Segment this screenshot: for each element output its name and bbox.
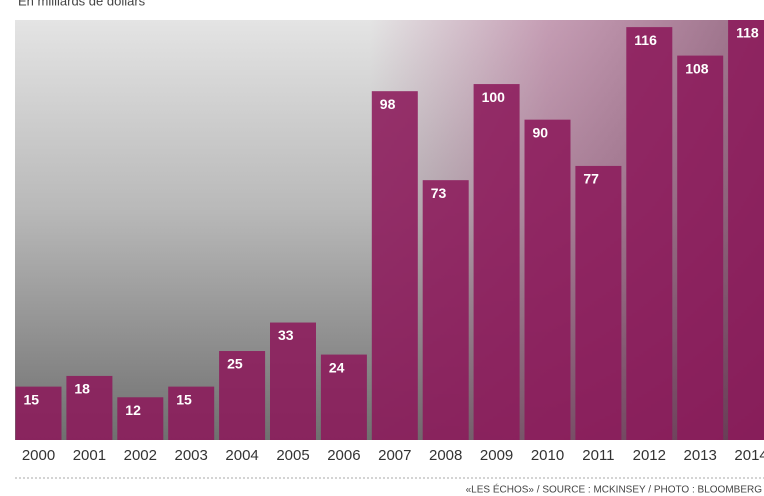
value-label: 18: [74, 381, 90, 397]
x-tick-label: 2000: [22, 447, 55, 464]
value-label: 118: [736, 25, 759, 41]
bar: [677, 55, 724, 440]
value-label: 100: [482, 89, 506, 105]
x-tick-label: 2013: [684, 447, 717, 464]
x-tick-label: 2011: [582, 447, 614, 464]
value-label: 77: [583, 171, 599, 187]
bar: [117, 397, 164, 440]
x-tick-label: 2002: [124, 447, 157, 464]
bar: [320, 354, 367, 440]
bar: [728, 20, 764, 440]
value-label: 108: [685, 60, 709, 76]
x-tick-label: 2007: [378, 447, 411, 464]
bar: [422, 180, 469, 440]
value-label: 15: [24, 391, 40, 407]
value-label: 73: [431, 185, 447, 201]
bar: [15, 386, 62, 440]
source: «LES ÉCHOS» / SOURCE : MCKINSEY / PHOTO …: [466, 483, 763, 496]
value-label: 12: [125, 402, 141, 418]
value-label: 33: [278, 327, 294, 343]
value-label: 25: [227, 356, 243, 372]
x-tick-label: 2006: [327, 447, 360, 464]
x-tick-label: 2003: [175, 447, 208, 464]
bar: [270, 322, 316, 440]
x-tick-label: 2001: [73, 447, 106, 464]
value-label: 90: [533, 124, 549, 140]
bar: [575, 165, 622, 441]
bar: [524, 119, 571, 441]
x-tick-label: 2014: [734, 447, 764, 464]
value-label: 15: [176, 391, 192, 407]
x-tick-label: 2012: [633, 447, 666, 464]
value-label: 116: [634, 32, 657, 48]
x-tick-label: 2005: [276, 447, 309, 464]
value-label: 24: [329, 359, 345, 375]
bar: [626, 27, 673, 440]
x-tick-label: 2010: [531, 447, 564, 464]
bar: [371, 91, 418, 441]
bar: [168, 386, 215, 440]
subtitle: En milliards de dollars: [18, 0, 146, 8]
x-tick-label: 2008: [429, 447, 462, 464]
x-tick-label: 2009: [480, 447, 513, 464]
value-label: 98: [380, 96, 396, 112]
bar: [219, 351, 266, 440]
bar: [66, 375, 113, 440]
x-tick-label: 2004: [225, 447, 258, 464]
bar: [473, 84, 520, 440]
